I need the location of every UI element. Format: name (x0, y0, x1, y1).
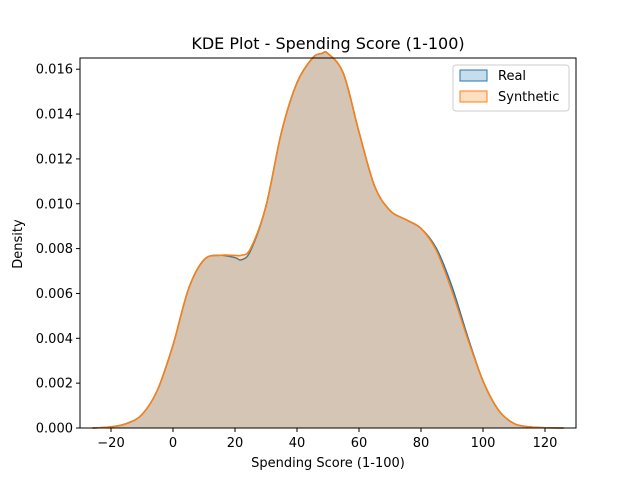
y-axis-label: Density (11, 219, 26, 269)
series-area-synthetic (92, 51, 564, 428)
legend: Real Synthetic (452, 64, 570, 112)
x-axis-label: Spending Score (1-100) (251, 456, 405, 471)
x-tick-label: 60 (351, 436, 368, 451)
y-tick-label: 0.010 (36, 197, 73, 212)
y-tick-label: 0.000 (36, 422, 73, 437)
y-tick-label: 0.002 (36, 377, 73, 392)
x-tick-label: 80 (413, 436, 430, 451)
y-tick-label: 0.008 (36, 242, 73, 257)
legend-swatch-synthetic (459, 90, 488, 103)
y-tick-label: 0.016 (36, 63, 73, 78)
series-area-real (92, 51, 564, 428)
x-tick-label: 0 (169, 436, 177, 451)
x-tick-label: 100 (471, 436, 496, 451)
legend-label-real: Real (498, 69, 526, 84)
plot-area (92, 51, 564, 429)
series-line-synthetic (92, 51, 564, 429)
legend-box (452, 64, 570, 112)
x-tick-label: 120 (533, 436, 558, 451)
legend-label-synthetic: Synthetic (498, 90, 559, 105)
axes: −20 0 20 40 60 80 100 120 0.000 0.002 0.004 0.006 0.… (36, 57, 577, 451)
x-tick-label: −20 (97, 436, 124, 451)
x-tick-label: 20 (227, 436, 244, 451)
y-tick-label: 0.012 (36, 152, 73, 167)
chart-title: KDE Plot - Spending Score (1-100) (191, 34, 464, 53)
axes-frame (79, 57, 577, 429)
x-tick-label: 40 (289, 436, 306, 451)
y-tick-label: 0.004 (36, 332, 73, 347)
y-tick-label: 0.014 (36, 108, 73, 123)
legend-swatch-real (459, 69, 488, 82)
y-tick-label: 0.006 (36, 287, 73, 302)
